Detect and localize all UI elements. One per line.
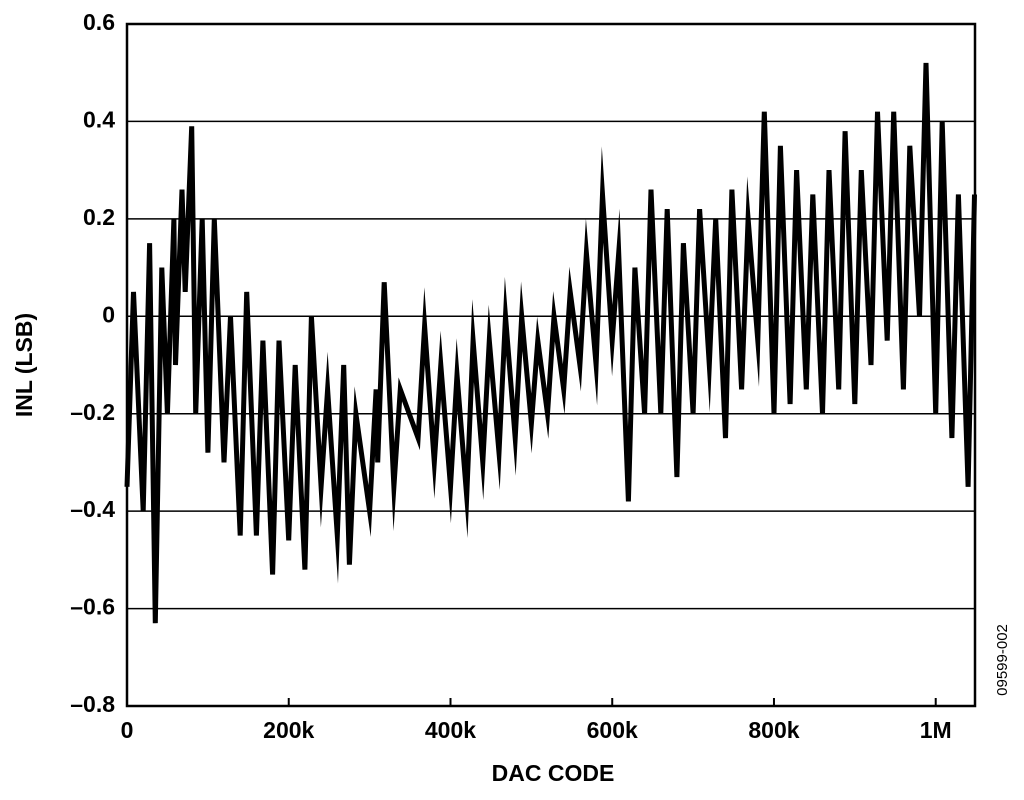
y-axis-label: INL (LSB) [11,313,37,417]
x-tick-label: 400k [425,717,476,743]
y-tick-label: 0.4 [83,107,115,133]
x-tick-label: 0 [121,717,134,743]
y-tick-label: 0.2 [83,204,115,230]
y-tick-label: –0.8 [70,691,115,717]
y-tick-label: –0.2 [70,399,115,425]
x-tick-label: 200k [263,717,314,743]
plot-frame [125,22,977,708]
x-axis-label: DAC CODE [492,760,615,786]
x-tick-label: 1M [920,717,952,743]
inl-line [124,62,977,624]
figure-id: 09599-002 [994,624,1011,696]
y-tick-label: 0 [102,301,115,327]
x-tick-label: 600k [587,717,638,743]
y-tick-label: 0.6 [83,9,115,35]
y-tick-label: –0.6 [70,594,115,620]
y-tick-label: –0.4 [70,496,115,522]
x-tick-label: 800k [748,717,799,743]
